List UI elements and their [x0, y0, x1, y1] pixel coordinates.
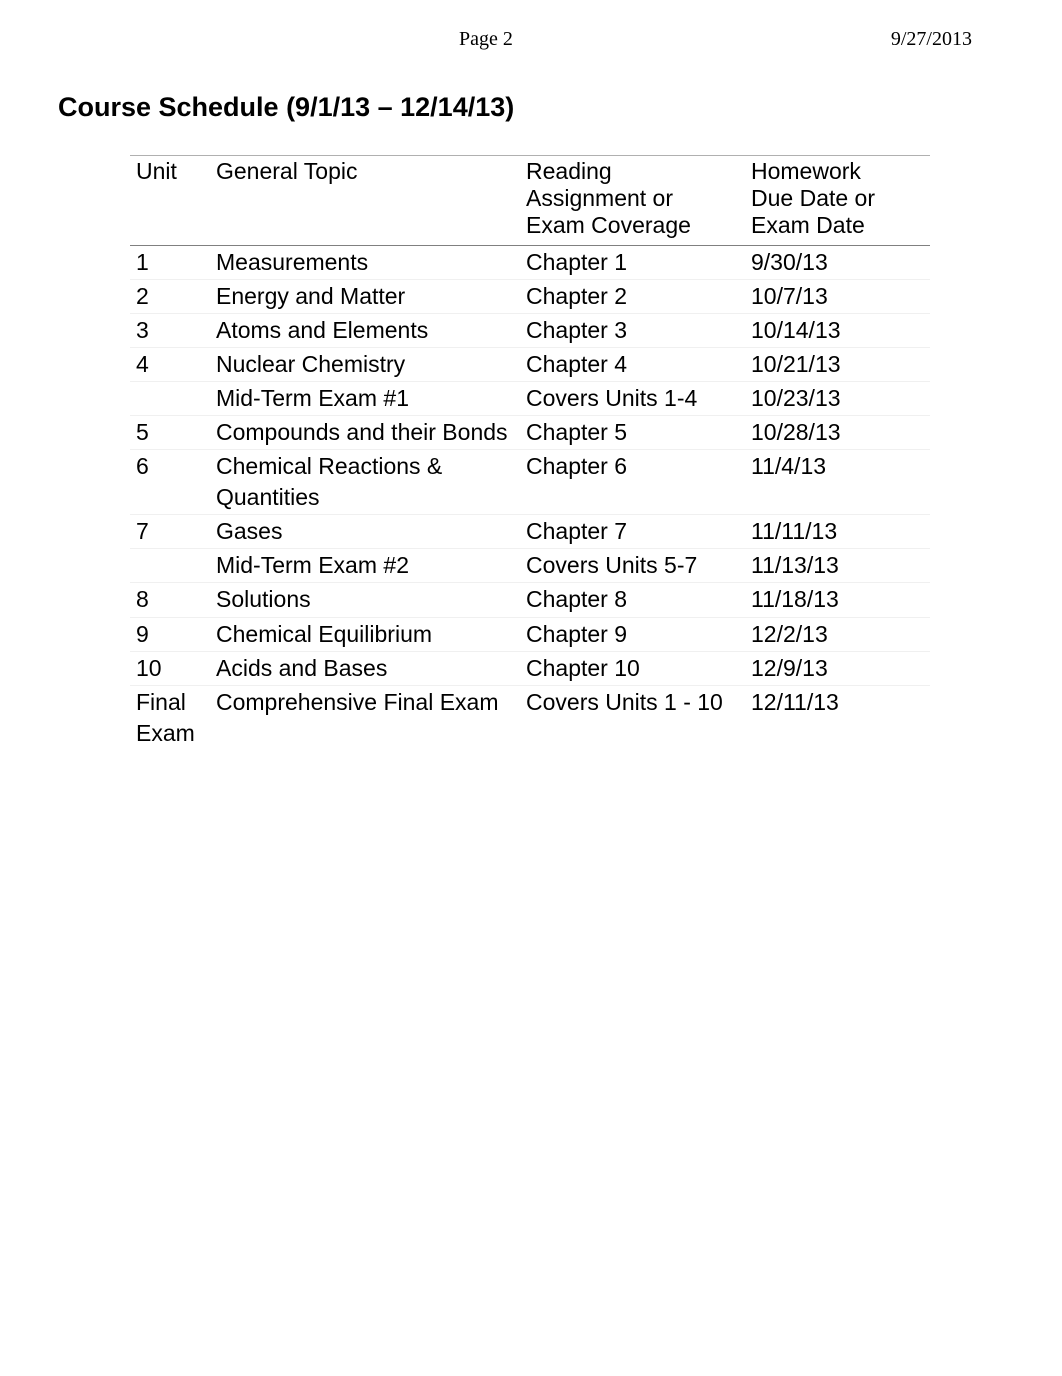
cell-reading: Chapter 10 — [520, 651, 745, 685]
cell-topic: Chemical Equilibrium — [210, 617, 520, 651]
table-row: 4 Nuclear Chemistry Chapter 4 10/21/13 — [130, 348, 930, 382]
cell-hw: 10/28/13 — [745, 416, 930, 450]
cell-unit — [130, 549, 210, 583]
cell-topic: Mid-Term Exam #1 — [210, 382, 520, 416]
table-row: 5 Compounds and their Bonds Chapter 5 10… — [130, 416, 930, 450]
page-header: Page 2 9/27/2013 — [0, 28, 1062, 51]
cell-topic: Solutions — [210, 583, 520, 617]
col-hw-l3: Exam Date — [751, 212, 865, 238]
cell-unit: 1 — [130, 246, 210, 280]
cell-hw: 12/2/13 — [745, 617, 930, 651]
col-reading-l1: Reading — [526, 158, 612, 184]
cell-unit: 7 — [130, 515, 210, 549]
col-hw: Homework Due Date or Exam Date — [745, 156, 930, 246]
cell-hw: 12/11/13 — [745, 685, 930, 750]
cell-reading: Covers Units 1-4 — [520, 382, 745, 416]
table-row: 3 Atoms and Elements Chapter 3 10/14/13 — [130, 314, 930, 348]
table-row: 7 Gases Chapter 7 11/11/13 — [130, 515, 930, 549]
col-topic: General Topic — [210, 156, 520, 246]
cell-unit: 2 — [130, 280, 210, 314]
header-spacer — [0, 28, 324, 51]
cell-topic: Atoms and Elements — [210, 314, 520, 348]
cell-topic: Nuclear Chemistry — [210, 348, 520, 382]
cell-reading: Chapter 4 — [520, 348, 745, 382]
col-hw-l2: Due Date or — [751, 185, 875, 211]
table-row: 1 Measurements Chapter 1 9/30/13 — [130, 246, 930, 280]
cell-unit: 9 — [130, 617, 210, 651]
cell-hw: 10/7/13 — [745, 280, 930, 314]
cell-reading: Chapter 2 — [520, 280, 745, 314]
cell-unit: 3 — [130, 314, 210, 348]
document-page: Page 2 9/27/2013 Course Schedule (9/1/13… — [0, 0, 1062, 1376]
cell-unit: 8 — [130, 583, 210, 617]
page-date: 9/27/2013 — [648, 28, 1062, 51]
cell-unit: 5 — [130, 416, 210, 450]
cell-reading: Chapter 5 — [520, 416, 745, 450]
table-row: Final Exam Comprehensive Final Exam Cove… — [130, 685, 930, 750]
cell-topic: Compounds and their Bonds — [210, 416, 520, 450]
table-row: 6 Chemical Reactions & Quantities Chapte… — [130, 450, 930, 515]
col-reading-l3: Exam Coverage — [526, 212, 691, 238]
cell-unit: 6 — [130, 450, 210, 515]
table-row: Mid-Term Exam #2 Covers Units 5-7 11/13/… — [130, 549, 930, 583]
cell-reading: Chapter 3 — [520, 314, 745, 348]
schedule-table-wrap: Unit General Topic Reading Assignment or… — [130, 155, 930, 750]
table-row: 8 Solutions Chapter 8 11/18/13 — [130, 583, 930, 617]
cell-hw: 11/4/13 — [745, 450, 930, 515]
cell-reading: Covers Units 5-7 — [520, 549, 745, 583]
table-row: 10 Acids and Bases Chapter 10 12/9/13 — [130, 651, 930, 685]
cell-reading: Covers Units 1 - 10 — [520, 685, 745, 750]
cell-hw: 10/21/13 — [745, 348, 930, 382]
col-reading: Reading Assignment or Exam Coverage — [520, 156, 745, 246]
table-row: 2 Energy and Matter Chapter 2 10/7/13 — [130, 280, 930, 314]
table-body: 1 Measurements Chapter 1 9/30/13 2 Energ… — [130, 246, 930, 750]
cell-hw: 11/11/13 — [745, 515, 930, 549]
cell-topic: Gases — [210, 515, 520, 549]
cell-hw: 10/14/13 — [745, 314, 930, 348]
cell-unit: 4 — [130, 348, 210, 382]
cell-topic: Acids and Bases — [210, 651, 520, 685]
table-row: Mid-Term Exam #1 Covers Units 1-4 10/23/… — [130, 382, 930, 416]
cell-hw: 9/30/13 — [745, 246, 930, 280]
page-number: Page 2 — [324, 28, 648, 51]
cell-topic: Mid-Term Exam #2 — [210, 549, 520, 583]
cell-unit: Final Exam — [130, 685, 210, 750]
cell-topic: Measurements — [210, 246, 520, 280]
table-row: 9 Chemical Equilibrium Chapter 9 12/2/13 — [130, 617, 930, 651]
cell-reading: Chapter 6 — [520, 450, 745, 515]
cell-reading: Chapter 1 — [520, 246, 745, 280]
cell-unit: 10 — [130, 651, 210, 685]
table-header-row: Unit General Topic Reading Assignment or… — [130, 156, 930, 246]
cell-hw: 11/13/13 — [745, 549, 930, 583]
cell-topic: Chemical Reactions & Quantities — [210, 450, 520, 515]
col-hw-l1: Homework — [751, 158, 861, 184]
col-reading-l2: Assignment or — [526, 185, 673, 211]
cell-reading: Chapter 9 — [520, 617, 745, 651]
schedule-table: Unit General Topic Reading Assignment or… — [130, 155, 930, 750]
cell-reading: Chapter 8 — [520, 583, 745, 617]
cell-unit — [130, 382, 210, 416]
col-unit: Unit — [130, 156, 210, 246]
cell-topic: Comprehensive Final Exam — [210, 685, 520, 750]
cell-hw: 10/23/13 — [745, 382, 930, 416]
cell-hw: 11/18/13 — [745, 583, 930, 617]
cell-hw: 12/9/13 — [745, 651, 930, 685]
page-title: Course Schedule (9/1/13 – 12/14/13) — [58, 92, 514, 123]
cell-reading: Chapter 7 — [520, 515, 745, 549]
cell-topic: Energy and Matter — [210, 280, 520, 314]
